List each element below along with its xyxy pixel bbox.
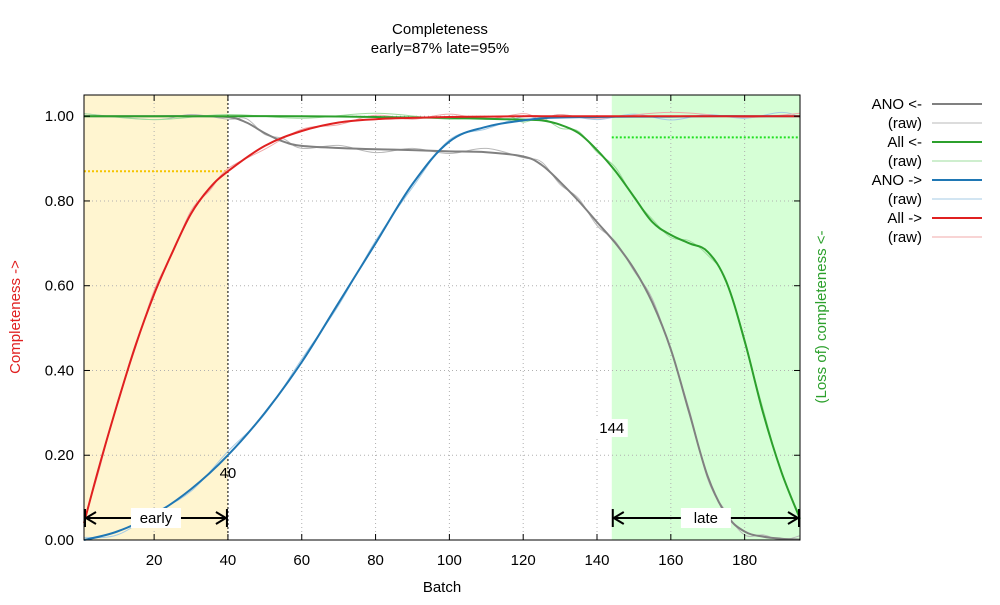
region-late-label-bg [680,508,731,528]
x-axis-title: Batch [423,579,461,596]
y-axis-title: Completeness -> [7,260,24,374]
legend-ano-raw-label: (raw) [888,191,922,208]
legend-ano-label: ANO -> [872,172,923,189]
y-tick-label: 0.80 [45,193,74,210]
legend-all-label: All -> [887,210,922,227]
legend-ano-raw-label: (raw) [888,115,922,132]
series-all-line [83,115,800,524]
y-tick-label: 0.60 [45,278,74,295]
region-late-label: late [694,510,718,527]
x-tick-label: 180 [732,552,757,569]
late-marker-label: 144 [599,420,624,437]
x-tick-label: 160 [658,552,683,569]
y-tick-label: 1.00 [45,108,74,125]
x-tick-label: 100 [437,552,462,569]
x-tick-label: 20 [146,552,163,569]
x-tick-label: 80 [367,552,384,569]
chart-subtitle: early=87% late=95% [371,40,509,57]
series-ano-line [84,115,801,541]
chart-title: Completeness [392,21,488,38]
region-early-arrow-right [215,511,228,525]
legend-ano-label: ANO <- [872,96,922,113]
legend-all-raw-label: (raw) [888,153,922,170]
x-tick-label: 120 [511,552,536,569]
y-tick-label: 0.00 [45,532,74,549]
x-tick-label: 140 [584,552,609,569]
early-marker-label: 40 [220,465,237,482]
legend-all-raw-label: (raw) [888,229,922,246]
region-early-label-bg [130,508,181,528]
y-tick-label: 0.40 [45,362,74,379]
late-marker-label-bg [595,419,628,437]
y2-axis-title: (Loss of) completeness <- [813,231,830,404]
y-tick-label: 0.20 [45,447,74,464]
series-ano-raw-line [83,111,801,539]
x-tick-label: 40 [220,552,237,569]
series-all-line [84,115,801,520]
x-tick-label: 60 [293,552,310,569]
legend: ANO <- (raw) All <- (raw) ANO -> (raw) All -> (… [872,96,982,246]
legend-all-label: All <- [887,134,922,151]
plot-border [83,94,801,541]
region-early-label: early [140,510,173,527]
region-late-shade [611,95,800,540]
region-early-shade [84,95,228,540]
